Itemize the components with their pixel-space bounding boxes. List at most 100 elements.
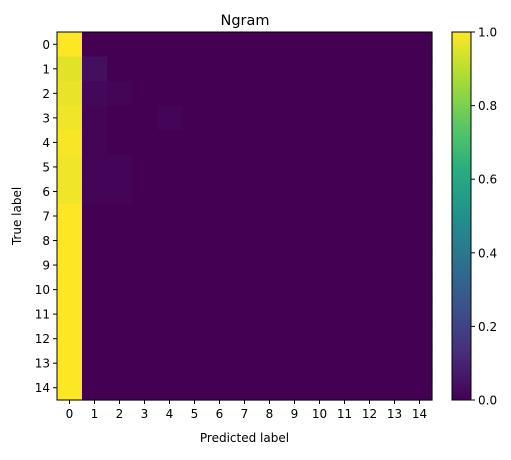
heatmap-cell <box>157 228 183 254</box>
heatmap-cell <box>357 326 383 352</box>
heatmap-cell <box>382 32 408 58</box>
heatmap-cell <box>207 130 233 156</box>
heatmap-cell <box>357 252 383 278</box>
y-tick-label: 6 <box>42 185 50 199</box>
heatmap-cell <box>282 105 308 131</box>
heatmap-cell <box>307 130 333 156</box>
heatmap-cell <box>157 105 183 131</box>
heatmap-cell <box>382 203 408 229</box>
heatmap-cell <box>332 252 358 278</box>
heatmap-cell <box>57 252 83 278</box>
heatmap-cell <box>182 56 208 82</box>
heatmap-cell <box>332 350 358 377</box>
heatmap-cell <box>207 277 233 303</box>
heatmap-cell <box>407 252 433 278</box>
colorbar-axis: 0.0 0.2 0.4 0.6 0.8 1.0 <box>471 26 497 408</box>
x-tick-label: 10 <box>312 407 327 421</box>
heatmap-cell <box>332 228 358 254</box>
heatmap-cell <box>282 130 308 156</box>
heatmap-cell <box>382 326 408 352</box>
heatmap-cell <box>82 203 108 229</box>
heatmap-cell <box>207 81 233 107</box>
heatmap-cell <box>257 154 283 180</box>
heatmap-cell <box>157 277 183 303</box>
heatmap-cell <box>232 203 258 229</box>
heatmap-cell <box>232 228 258 254</box>
heatmap-cell <box>82 228 108 254</box>
y-tick-label: 5 <box>42 160 50 174</box>
heatmap-cell <box>382 301 408 327</box>
heatmap-cell <box>107 252 133 278</box>
heatmap-cell <box>107 301 133 327</box>
heatmap-cell <box>107 203 133 229</box>
heatmap-cell <box>82 105 108 131</box>
y-tick-label: 12 <box>35 332 50 346</box>
heatmap-cell <box>107 375 133 401</box>
heatmap-cell <box>107 32 133 58</box>
heatmap-cell <box>182 252 208 278</box>
heatmap-cell <box>207 228 233 254</box>
heatmap-cell <box>357 203 383 229</box>
heatmap-cell <box>382 105 408 131</box>
heatmap-cell <box>182 32 208 58</box>
heatmap-cell <box>407 81 433 107</box>
heatmap-cell <box>132 326 158 352</box>
heatmap-cell <box>307 350 333 377</box>
heatmap-cell <box>132 81 158 107</box>
heatmap-cell <box>107 350 133 377</box>
y-tick-label: 0 <box>42 38 50 52</box>
heatmap-cell <box>257 105 283 131</box>
heatmap-cell <box>107 154 133 180</box>
heatmap-cell <box>257 228 283 254</box>
heatmap-cell <box>207 326 233 352</box>
heatmap-cell <box>282 203 308 229</box>
colorbar <box>451 31 472 401</box>
heatmap-cell <box>282 179 308 205</box>
heatmap-cell <box>232 326 258 352</box>
heatmap-cell <box>57 375 83 401</box>
heatmap-cell <box>332 179 358 205</box>
heatmap-cell <box>132 375 158 401</box>
heatmap-cell <box>57 105 83 131</box>
heatmap-cell <box>257 326 283 352</box>
heatmap-cell <box>382 81 408 107</box>
heatmap-cell <box>132 350 158 377</box>
heatmap-cell <box>382 130 408 156</box>
heatmap-cell <box>107 277 133 303</box>
x-tick-label: 5 <box>191 407 199 421</box>
heatmap-cell <box>407 179 433 205</box>
heatmap-cell <box>382 228 408 254</box>
heatmap-cell <box>57 81 83 107</box>
heatmap-cell <box>232 154 258 180</box>
heatmap-cell <box>307 32 333 58</box>
heatmap-cell <box>57 32 83 58</box>
heatmap-cell <box>232 81 258 107</box>
heatmap-cell <box>332 277 358 303</box>
heatmap-cell <box>282 228 308 254</box>
heatmap-cell <box>382 375 408 401</box>
heatmap-cell <box>357 350 383 377</box>
chart-title: Ngram <box>220 13 269 29</box>
heatmap-cell <box>182 203 208 229</box>
heatmap-cell <box>332 130 358 156</box>
heatmap-cell <box>307 277 333 303</box>
heatmap-cell <box>357 32 383 58</box>
heatmap-cell <box>57 130 83 156</box>
heatmap-cell <box>307 179 333 205</box>
heatmap-cell <box>407 350 433 377</box>
heatmap-cell <box>182 81 208 107</box>
heatmap-cell <box>82 375 108 401</box>
x-tick-label: 13 <box>387 407 402 421</box>
colorbar-tick-label: 0.0 <box>478 394 497 408</box>
heatmap-cell <box>232 32 258 58</box>
heatmap-cell <box>157 130 183 156</box>
heatmap-cell <box>82 81 108 107</box>
heatmap-cell <box>57 179 83 205</box>
heatmap-cell <box>207 252 233 278</box>
heatmap-cell <box>307 326 333 352</box>
heatmap-cell <box>357 301 383 327</box>
heatmap-cell <box>307 228 333 254</box>
